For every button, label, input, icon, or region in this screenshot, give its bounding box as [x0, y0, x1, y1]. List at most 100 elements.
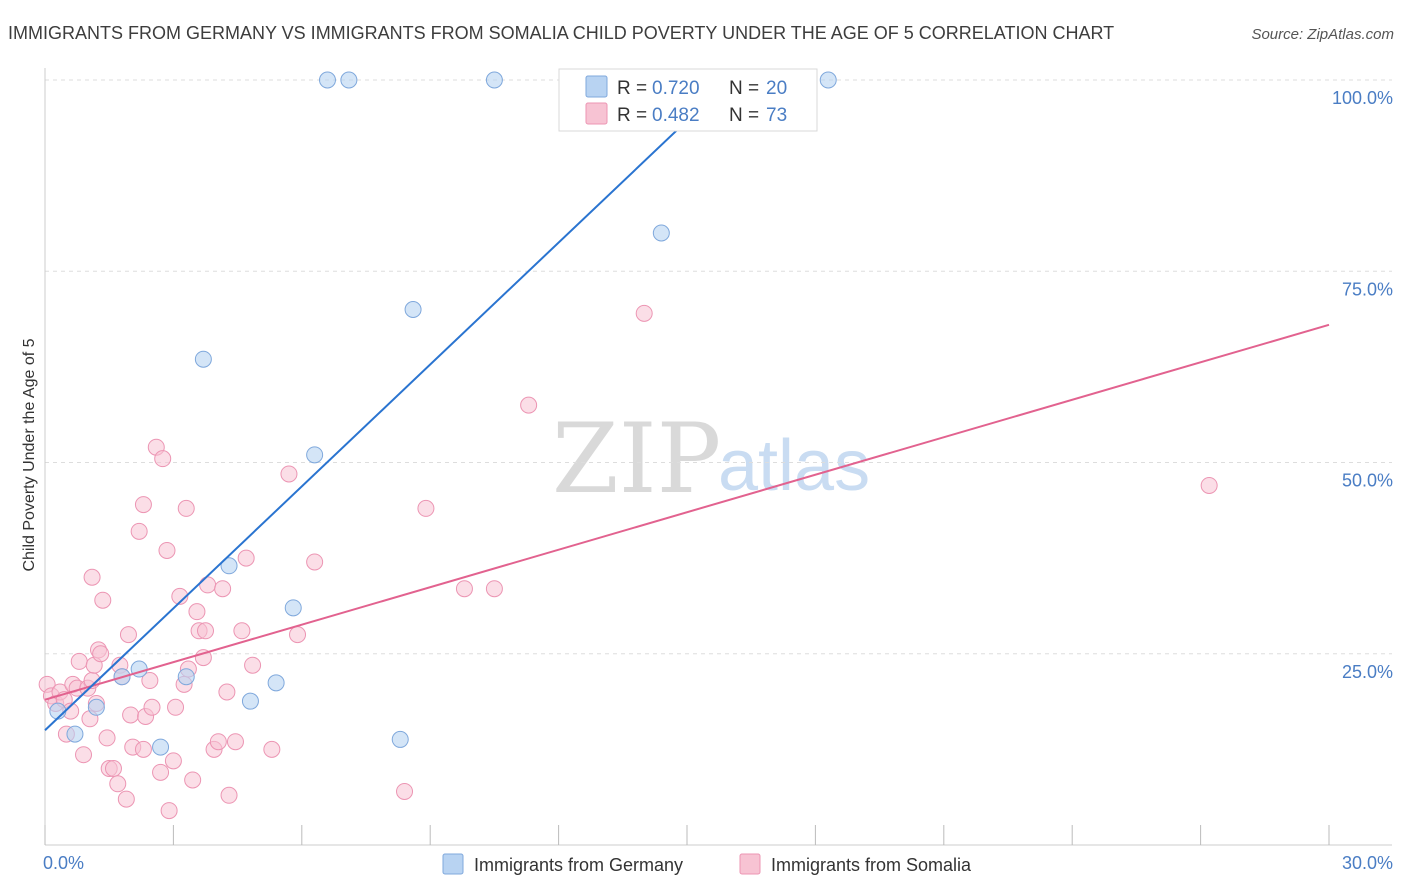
germany-point-10 — [267, 674, 285, 692]
somalia-point-37 — [158, 541, 176, 559]
somalia-point-31 — [134, 740, 152, 758]
somalia-point-70 — [1200, 476, 1218, 494]
legend-swatch-germany — [585, 75, 608, 98]
somalia-point-39 — [164, 752, 182, 770]
legend-n-label-germany: N = — [729, 78, 759, 99]
somalia-point-26 — [119, 626, 137, 644]
somalia-point-69 — [635, 304, 653, 322]
germany-point-15 — [391, 730, 409, 748]
germany-point-14 — [340, 71, 358, 89]
somalia-point-22 — [109, 775, 127, 793]
legend-n-value-somalia: 73 — [766, 105, 787, 126]
somalia-point-40 — [167, 698, 185, 716]
legend-n-value-germany: 20 — [766, 78, 787, 99]
chart-source: Source: ZipAtlas.com — [1251, 26, 1394, 43]
somalia-point-10 — [75, 746, 93, 764]
germany-point-19 — [819, 71, 837, 89]
somalia-point-55 — [220, 786, 238, 804]
somalia-point-62 — [289, 626, 307, 644]
somalia-point-68 — [520, 396, 538, 414]
somalia-point-49 — [197, 622, 214, 640]
germany-point-11 — [284, 599, 302, 617]
germany-point-9 — [241, 692, 259, 710]
series-somalia-points — [38, 304, 1218, 820]
germany-point-18 — [652, 224, 670, 242]
bottom-legend-label-somalia: Immigrants from Somalia — [771, 855, 972, 875]
y-tick-label-0: 25.0% — [1342, 662, 1393, 682]
germany-point-17 — [485, 71, 503, 89]
legend-r-label-germany: R = — [617, 78, 647, 99]
x-axis-tick-labels: 0.0% 30.0% — [43, 853, 1393, 873]
legend-n-label-somalia: N = — [729, 105, 759, 126]
germany-point-5 — [152, 738, 170, 756]
somalia-point-61 — [280, 465, 298, 483]
somalia-point-60 — [263, 740, 281, 758]
somalia-point-63 — [306, 553, 324, 571]
germany-point-8 — [220, 557, 238, 575]
legend-swatch-somalia — [585, 102, 608, 125]
somalia-point-43 — [177, 499, 195, 517]
watermark: ZIP atlas — [552, 403, 870, 515]
germany-point-2 — [87, 698, 105, 716]
germany-point-7 — [194, 350, 212, 368]
legend-r-label-somalia: R = — [617, 105, 647, 126]
legend-r-value-somalia: 0.482 — [652, 105, 700, 126]
somalia-point-46 — [188, 603, 206, 621]
somalia-point-59 — [244, 656, 262, 674]
somalia-point-66 — [455, 580, 473, 598]
series-germany-points — [49, 71, 837, 756]
somalia-point-38 — [160, 802, 178, 820]
bottom-legend-swatch-germany — [442, 853, 464, 875]
y-axis-label: Child Poverty Under the Age of 5 — [21, 338, 38, 571]
somalia-point-29 — [130, 522, 148, 540]
somalia-point-19 — [98, 729, 116, 747]
somalia-point-30 — [134, 496, 152, 514]
somalia-point-18 — [94, 591, 112, 609]
trendlines — [44, 79, 1330, 731]
axes — [44, 68, 1392, 846]
somalia-point-34 — [143, 698, 161, 716]
somalia-point-33 — [141, 672, 159, 690]
bottom-legend-label-germany: Immigrants from Germany — [474, 855, 683, 875]
bottom-legend: Immigrants from Germany Immigrants from … — [442, 853, 972, 875]
trendline-germany — [44, 79, 731, 731]
germany-point-12 — [306, 446, 324, 464]
somalia-point-21 — [104, 760, 122, 777]
y-tick-label-1: 50.0% — [1342, 471, 1393, 491]
x-axis-ticks — [44, 825, 1330, 845]
chart-title: IMMIGRANTS FROM GERMANY VS IMMIGRANTS FR… — [8, 23, 1114, 43]
somalia-point-27 — [122, 706, 140, 724]
somalia-point-41 — [171, 587, 189, 605]
somalia-point-64 — [396, 782, 414, 800]
bottom-legend-swatch-somalia — [739, 853, 761, 875]
germany-point-16 — [404, 301, 422, 318]
somalia-point-13 — [83, 568, 101, 586]
somalia-point-65 — [417, 499, 435, 517]
somalia-point-58 — [237, 549, 255, 567]
somalia-point-53 — [214, 580, 232, 598]
germany-point-1 — [66, 725, 84, 743]
germany-point-6 — [177, 668, 195, 686]
somalia-point-72 — [152, 763, 170, 781]
germany-point-13 — [318, 71, 336, 89]
somalia-point-36 — [154, 450, 172, 468]
legend-r-value-germany: 0.720 — [652, 78, 700, 99]
y-tick-label-3: 100.0% — [1332, 88, 1393, 108]
somalia-point-67 — [485, 580, 503, 598]
legend: R = 0.720 N = 20 R = 0.482 N = 73 — [558, 68, 818, 132]
somalia-point-45 — [184, 771, 202, 789]
trendline-somalia — [44, 323, 1330, 701]
somalia-point-52 — [209, 733, 227, 751]
somalia-point-17 — [92, 645, 110, 663]
somalia-point-25 — [117, 790, 135, 808]
watermark-zip: ZIP — [552, 403, 721, 515]
somalia-point-56 — [226, 733, 244, 751]
somalia-point-9 — [70, 652, 88, 670]
y-tick-label-2: 75.0% — [1342, 279, 1393, 299]
somalia-point-57 — [233, 622, 251, 640]
somalia-point-54 — [218, 683, 236, 701]
x-tick-label-min: 0.0% — [43, 853, 84, 873]
gridlines — [45, 79, 1392, 655]
y-axis-tick-labels: 25.0% 50.0% 75.0% 100.0% — [1332, 88, 1393, 682]
